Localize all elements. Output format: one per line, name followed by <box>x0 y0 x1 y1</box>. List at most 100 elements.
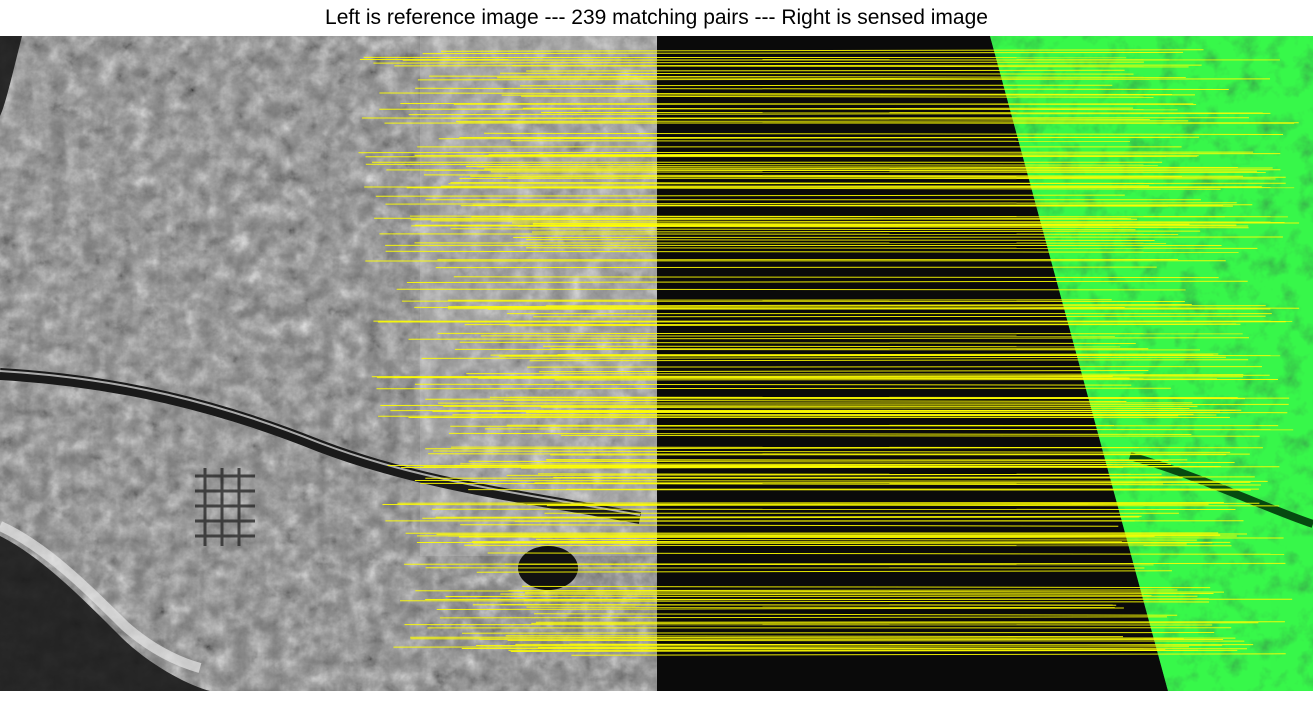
match-line <box>447 305 1266 308</box>
match-line <box>450 182 1154 184</box>
match-line <box>553 476 1255 478</box>
match-line <box>468 460 1235 463</box>
match-line <box>422 51 1184 55</box>
match-line <box>545 304 1192 307</box>
match-line <box>431 220 1285 223</box>
match-line <box>569 643 1223 646</box>
match-line <box>525 239 1155 241</box>
match-line <box>459 176 1286 179</box>
match-line <box>397 502 1224 504</box>
match-line <box>507 639 1245 642</box>
match-line <box>537 473 1131 475</box>
match-line <box>373 61 1144 64</box>
match-line <box>499 72 1134 75</box>
match-line <box>508 589 1178 592</box>
match-line <box>438 136 1200 140</box>
match-line <box>378 415 1179 417</box>
match-line <box>460 524 1119 527</box>
match-line <box>376 387 1171 390</box>
match-line <box>500 593 1152 596</box>
match-line <box>425 447 1139 450</box>
match-line <box>489 396 1246 400</box>
match-line <box>408 337 1250 340</box>
match-line <box>415 590 1225 593</box>
match-line <box>365 155 1198 158</box>
match-line <box>361 117 1150 120</box>
match-line <box>535 538 1197 541</box>
match-line <box>385 202 1237 205</box>
match-line <box>513 236 1283 238</box>
sensed-image <box>657 36 1313 691</box>
match-line <box>539 370 1149 373</box>
match-line <box>455 120 1189 122</box>
match-line <box>571 653 1286 656</box>
match-line <box>379 92 1173 95</box>
match-line <box>487 552 1285 555</box>
match-line <box>484 167 1273 170</box>
match-line <box>447 299 1112 301</box>
match-line <box>533 315 1266 318</box>
match-line <box>523 598 1210 601</box>
match-line <box>450 228 1136 231</box>
match-line <box>484 132 1284 135</box>
match-line <box>433 450 1231 453</box>
match-line <box>490 171 1266 173</box>
match-line <box>414 383 1132 386</box>
match-line <box>408 112 1271 116</box>
match-line <box>364 186 1295 189</box>
match-line <box>453 276 1219 279</box>
match-line <box>534 613 1178 616</box>
match-line <box>472 542 1187 545</box>
match-line <box>505 635 1124 638</box>
match-line <box>521 95 1154 98</box>
match-line <box>488 153 1281 156</box>
match-line <box>406 280 1248 283</box>
match-line <box>454 348 1201 351</box>
match-line <box>472 604 1117 606</box>
match-line <box>423 466 1124 468</box>
match-line <box>542 345 1121 348</box>
match-line <box>379 233 1179 235</box>
match-line <box>429 75 1186 78</box>
reference-image <box>0 36 657 691</box>
match-line <box>461 648 1166 650</box>
match-line <box>534 481 1251 484</box>
match-line <box>539 540 1231 543</box>
match-line <box>387 465 1221 467</box>
figure-title: Left is reference image --- 239 matching… <box>325 6 988 29</box>
match-line <box>414 306 1300 309</box>
match-line <box>406 187 1221 190</box>
match-line <box>410 638 1224 640</box>
match-line <box>497 77 1150 80</box>
match-line <box>371 374 1270 378</box>
match-line <box>509 323 1241 327</box>
match-line <box>537 647 1248 650</box>
match-line <box>526 69 1125 72</box>
match-line <box>526 606 1115 609</box>
match-line <box>540 406 1190 409</box>
match-line <box>393 375 1113 378</box>
match-line <box>439 616 1168 619</box>
match-line <box>499 354 1214 357</box>
matching-lines <box>358 49 1300 656</box>
match-line <box>386 169 1257 172</box>
match-figure-svg <box>0 36 1313 691</box>
match-line <box>436 607 1124 610</box>
match-line <box>527 502 1260 505</box>
match-line <box>524 592 1214 594</box>
match-line <box>517 225 1249 229</box>
match-line <box>414 480 1268 482</box>
match-line <box>415 87 1229 90</box>
match-line <box>466 373 1244 375</box>
match-line <box>531 622 1259 624</box>
match-line <box>480 409 1236 412</box>
match-line <box>385 250 1239 253</box>
match-line <box>423 174 1244 177</box>
match-line <box>422 516 1140 519</box>
match-line <box>358 151 1254 154</box>
match-line <box>448 432 1192 435</box>
match-line <box>394 64 1202 67</box>
match-line <box>410 636 1236 639</box>
match-line <box>510 140 1131 142</box>
match-line <box>522 585 1211 589</box>
